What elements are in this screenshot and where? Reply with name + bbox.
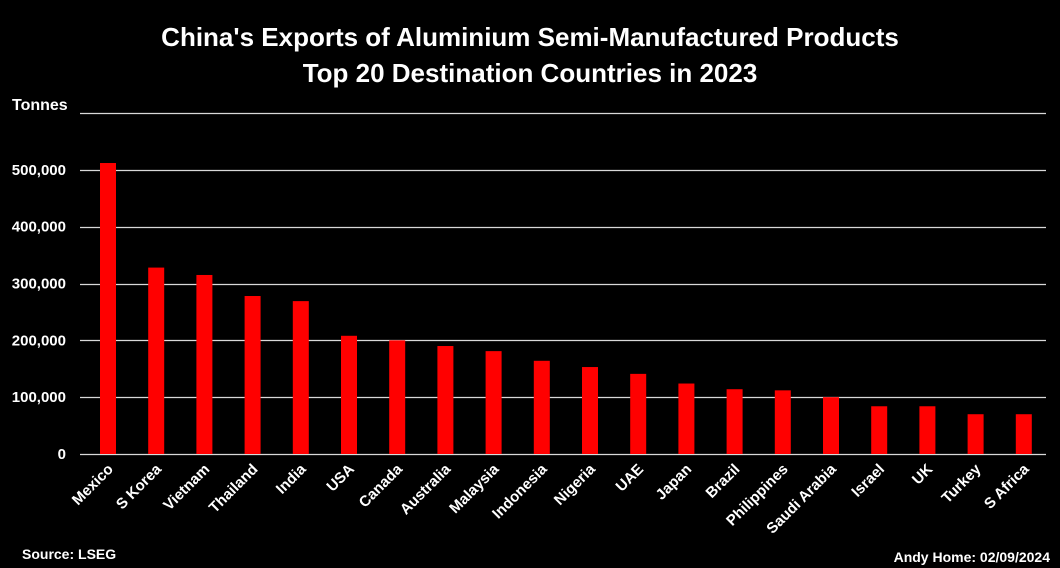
bar <box>630 373 647 454</box>
y-tick-label: 100,000 <box>12 389 66 406</box>
chart-subtitle: Top 20 Destination Countries in 2023 <box>303 58 758 88</box>
bars <box>100 163 1032 454</box>
x-tick-label: Nigeria <box>551 460 599 508</box>
y-tick-label: 200,000 <box>12 332 66 349</box>
x-tick-label: USA <box>323 461 358 496</box>
x-tick-label: S Africa <box>981 460 1033 512</box>
x-tick-label: Australia <box>397 460 455 518</box>
bar <box>967 414 984 454</box>
bar <box>823 397 839 454</box>
bar <box>341 335 357 454</box>
author-credit: Andy Home: 02/09/2024 <box>894 549 1051 565</box>
bar <box>678 383 695 454</box>
x-tick-label: Mexico <box>69 461 117 509</box>
bar <box>1015 414 1032 454</box>
x-tick-label: Japan <box>653 461 696 504</box>
chart-title: China's Exports of Aluminium Semi-Manufa… <box>161 22 899 52</box>
x-tick-label: Turkey <box>938 460 984 506</box>
x-tick-label: Vietnam <box>160 461 213 514</box>
x-tick-label: India <box>273 460 310 497</box>
bar <box>148 267 165 454</box>
x-tick-label: S Korea <box>113 460 166 513</box>
source-note: Source: LSEG <box>22 546 116 562</box>
y-tick-label: 300,000 <box>12 276 66 293</box>
bar <box>485 351 502 454</box>
bar <box>871 406 888 454</box>
bar <box>533 360 550 454</box>
bar <box>774 390 791 454</box>
bar <box>582 367 598 454</box>
bar <box>292 301 309 454</box>
y-axis-ticks: 0 100,000 200,000 300,000 400,000 500,000 <box>12 162 66 463</box>
bar <box>196 274 213 454</box>
x-tick-label: Brazil <box>703 461 744 502</box>
bar <box>919 406 936 454</box>
y-tick-label: 500,000 <box>12 162 66 179</box>
gridlines <box>80 112 1046 456</box>
y-tick-label: 400,000 <box>12 219 66 236</box>
x-tick-label: UK <box>909 461 936 488</box>
x-tick-label: UAE <box>613 461 647 495</box>
x-tick-label: Thailand <box>206 461 262 517</box>
bar <box>244 296 261 454</box>
bar <box>100 163 116 454</box>
y-tick-label: 0 <box>58 446 66 463</box>
y-axis-unit-label: Tonnes <box>12 97 68 114</box>
bar <box>726 389 743 454</box>
x-tick-label: Israel <box>848 461 888 501</box>
bar <box>389 340 406 454</box>
bar <box>437 346 454 454</box>
